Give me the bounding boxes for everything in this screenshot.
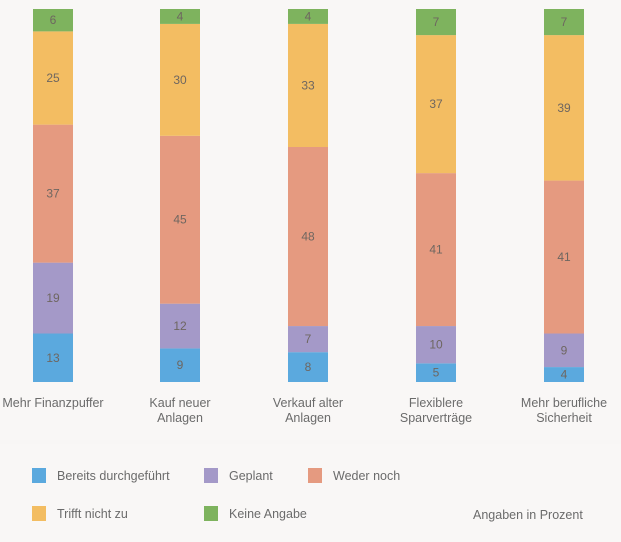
legend-label: Trifft nicht zu [57,506,128,521]
x-tick-label-line: Anlagen [285,411,331,425]
x-tick-label: Verkauf alter Anlagen [238,396,378,426]
data-label: 39 [557,101,571,115]
bar-segment-weder-noch [416,173,456,327]
x-tick-label-line: Verkauf alter [272,396,344,410]
bar-segment-geplant [544,333,584,368]
bar-segment-trifft-nicht-zu [160,23,200,136]
legend-item-weder-noch: Weder noch [308,468,400,483]
x-tick-label-line: Anlagen [157,411,203,425]
data-label: 45 [173,213,187,227]
x-tick-label-line: Sicherheit [536,411,592,425]
bar-segment-keine-angabe [288,9,328,24]
data-label: 13 [46,351,60,365]
legend-item-keine-angabe: Keine Angabe [204,506,307,521]
stacked-bar-chart: 13 19 37 25 6 9 12 45 30 4 8 7 48 33 4 5 10 41 37 7 4 9 41 39 7 … [0,9,621,426]
data-label: 10 [429,338,443,352]
bar-segment-trifft-nicht-zu [544,35,584,181]
x-tick-label: Kauf neuer Anlagen [110,396,250,426]
data-label: 9 [561,343,568,357]
bar-segment-keine-angabe [160,9,200,24]
bar-segment-weder-noch [544,180,584,334]
legend-label: Keine Angabe [229,506,307,521]
bar-segment-bereits-durchgefuehrt [416,363,456,382]
data-label: 9 [177,358,184,372]
legend-swatch [204,468,218,483]
data-label: 4 [305,9,312,23]
bar-stack-mehr-berufliche-sicherheit: 4 9 41 39 7 [544,9,584,382]
bar-stack-flexiblere-sparvertraege: 5 10 41 37 7 [416,9,456,382]
data-label: 19 [46,291,60,305]
bar-stack-kauf-neuer-anlagen: 9 12 45 30 4 [160,9,200,382]
data-label: 41 [429,243,443,257]
data-label: 37 [46,187,60,201]
data-label: 37 [429,97,443,111]
legend-label: Weder noch [333,468,401,483]
bar-segment-geplant [288,326,328,353]
data-label: 7 [433,15,440,29]
units-note: Angaben in Prozent [473,508,583,522]
bar-segment-geplant [160,303,200,349]
data-label: 8 [305,360,312,374]
bar-segment-bereits-durchgefuehrt [288,352,328,382]
bar-segment-keine-angabe [544,9,584,36]
legend-item-geplant: Geplant [204,468,273,483]
legend-swatch [204,506,218,521]
bar-stack-verkauf-alter-anlagen: 8 7 48 33 4 [288,9,328,382]
legend-item-trifft-nicht-zu: Trifft nicht zu [32,506,128,521]
data-label: 25 [46,71,60,85]
data-label: 4 [177,9,184,23]
legend-item-bereits-durchgefuehrt: Bereits durchgeführt [32,468,170,483]
x-tick-label: Flexiblere Sparverträge [366,396,506,426]
legend-swatch [308,468,322,483]
x-tick-label: Mehr berufliche Sicherheit [494,396,621,426]
x-tick-label-line: Mehr Finanzpuffer [2,396,104,410]
data-label: 7 [561,15,568,29]
legend-label: Bereits durchgeführt [57,468,170,483]
legend-swatch [32,468,46,483]
bar-segment-geplant [416,326,456,364]
data-label: 12 [173,319,187,333]
bar-segment-trifft-nicht-zu [416,35,456,174]
data-label: 30 [173,73,187,87]
bar-segment-trifft-nicht-zu [288,23,328,148]
data-label: 48 [301,230,315,244]
bar-segment-keine-angabe [416,9,456,36]
data-label: 41 [557,250,571,264]
bar-segment-trifft-nicht-zu [33,31,73,125]
bar-segment-bereits-durchgefuehrt [33,333,73,382]
legend-label: Geplant [229,468,273,483]
bar-stack-mehr-finanzpuffer: 13 19 37 25 6 [33,9,73,382]
x-tick-label: Mehr Finanzpuffer [0,396,123,411]
x-tick-label-line: Kauf neuer [149,396,211,410]
bar-segment-weder-noch [33,124,73,263]
x-tick-label-line: Sparverträge [399,411,473,425]
x-tick-label-line: Flexiblere [408,396,464,410]
bar-segment-bereits-durchgefuehrt [544,367,584,382]
data-label: 33 [301,78,315,92]
data-label: 5 [433,366,440,380]
legend: Bereits durchgeführt Geplant Weder noch … [0,444,621,542]
data-label: 6 [50,13,57,27]
bar-segment-weder-noch [288,147,328,327]
legend-swatch [32,506,46,521]
data-label: 7 [305,332,312,346]
bar-segment-keine-angabe [33,9,73,32]
x-tick-label-line: Mehr berufliche [520,396,608,410]
data-label: 4 [561,368,568,382]
bar-segment-bereits-durchgefuehrt [160,348,200,382]
bar-segment-weder-noch [160,135,200,304]
bar-segment-geplant [33,262,73,334]
